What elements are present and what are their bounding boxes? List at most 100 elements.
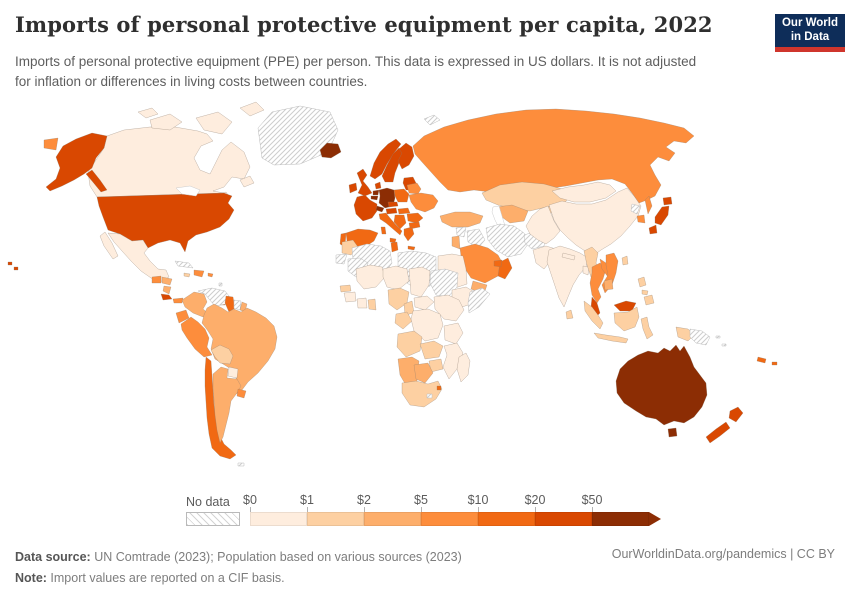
country-uruguay[interactable] (236, 388, 247, 399)
country-united-arab-emirates[interactable] (493, 259, 503, 268)
country-nepal[interactable] (561, 252, 576, 261)
country-india[interactable] (546, 245, 589, 308)
country-puerto-rico[interactable] (207, 272, 214, 278)
country-turkey[interactable] (439, 211, 484, 228)
country-kenya[interactable] (433, 294, 465, 322)
country-democratic-republic-of-congo[interactable] (410, 308, 444, 342)
country-falkland-islands[interactable] (237, 462, 245, 467)
legend-bin-20-50[interactable] (535, 512, 592, 526)
footer-credit-link[interactable]: OurWorldinData.org/pandemics | CC BY (611, 547, 835, 561)
country-eswatini[interactable] (436, 385, 442, 391)
country-western-balkans[interactable] (393, 214, 407, 230)
country-canada[interactable] (87, 126, 251, 198)
country-japan-honshu[interactable] (654, 205, 670, 226)
country-russia[interactable] (412, 108, 695, 204)
country-guatemala[interactable] (151, 275, 162, 284)
country-canada-island[interactable] (195, 111, 233, 135)
country-guinea[interactable] (343, 291, 357, 303)
country-canada-island[interactable] (149, 113, 183, 131)
legend-bin-50+[interactable] (592, 512, 649, 526)
country-france[interactable] (353, 194, 378, 222)
country-tunisia[interactable] (390, 241, 399, 253)
country-iran[interactable] (485, 223, 529, 258)
country-solomon-islands[interactable] (721, 343, 727, 347)
country-netherlands[interactable] (372, 189, 380, 196)
country-botswana[interactable] (413, 362, 434, 384)
legend-bin-1-2[interactable] (307, 512, 364, 526)
country-greece[interactable] (403, 226, 415, 242)
country-philippines-luzon[interactable] (637, 276, 647, 288)
country-bolivia[interactable] (210, 344, 234, 365)
country-norway[interactable] (369, 138, 402, 180)
country-solomon-islands[interactable] (715, 335, 721, 339)
country-lesotho[interactable] (426, 393, 433, 399)
country-svalbard[interactable] (423, 114, 441, 126)
country-central-african-republic[interactable] (413, 295, 435, 311)
country-lesser-antilles[interactable] (218, 282, 223, 287)
country-russia-chukotka[interactable] (43, 137, 59, 151)
country-indonesia-java[interactable] (593, 332, 629, 344)
country-united-states[interactable] (96, 192, 235, 253)
legend-bin-2-5[interactable] (364, 512, 421, 526)
country-china-west[interactable] (525, 205, 561, 245)
country-malaysia-borneo[interactable] (613, 300, 637, 312)
country-greece-crete[interactable] (407, 245, 416, 251)
country-fiji[interactable] (771, 361, 778, 366)
country-south-korea[interactable] (636, 214, 646, 224)
country-united-states-alaska-panhandle[interactable] (85, 169, 108, 193)
country-mali[interactable] (355, 264, 386, 290)
country-mongolia[interactable] (551, 181, 617, 203)
country-canada-island[interactable] (137, 107, 159, 119)
country-chad[interactable] (408, 266, 431, 298)
country-congo[interactable] (394, 311, 413, 330)
country-madagascar[interactable] (456, 352, 471, 383)
legend-bin-5-10[interactable] (421, 512, 478, 526)
country-new-zealand-north[interactable] (728, 406, 744, 423)
legend-bin-10-20[interactable] (478, 512, 535, 526)
country-switzerland[interactable] (375, 205, 385, 213)
country-tanzania[interactable] (443, 322, 464, 345)
country-jordan[interactable] (451, 235, 461, 250)
country-papua-new-guinea[interactable] (689, 328, 711, 346)
country-denmark[interactable] (374, 181, 382, 190)
country-ghana[interactable] (367, 298, 377, 311)
country-costa-rica[interactable] (160, 293, 173, 301)
country-ecuador[interactable] (175, 309, 190, 324)
country-south-africa[interactable] (401, 380, 443, 408)
country-united-states-hawaii[interactable] (7, 261, 13, 266)
country-jamaica[interactable] (183, 272, 191, 278)
country-bangladesh[interactable] (582, 265, 590, 276)
country-canada-island[interactable] (239, 101, 265, 117)
country-new-zealand-south[interactable] (705, 421, 731, 444)
country-suriname[interactable] (233, 299, 242, 311)
country-indonesia-sulawesi[interactable] (640, 316, 654, 340)
country-nicaragua[interactable] (162, 285, 172, 295)
country-panama[interactable] (172, 297, 184, 304)
country-paraguay[interactable] (227, 366, 239, 379)
country-japan-kyushu[interactable] (648, 224, 658, 235)
country-belarus[interactable] (406, 182, 422, 195)
country-iraq[interactable] (466, 228, 486, 249)
country-australia-tasmania[interactable] (667, 427, 678, 438)
country-united-kingdom[interactable] (356, 168, 373, 197)
country-china[interactable] (548, 187, 642, 257)
country-dominican-republic[interactable] (193, 269, 205, 278)
country-brazil[interactable] (201, 303, 278, 395)
country-sri-lanka[interactable] (565, 309, 574, 320)
country-belgium[interactable] (370, 195, 379, 201)
country-finland[interactable] (397, 142, 415, 170)
country-mexico[interactable] (107, 232, 170, 283)
country-senegal[interactable] (339, 284, 352, 293)
country-taiwan[interactable] (621, 255, 629, 266)
country-ukraine[interactable] (408, 192, 439, 213)
country-western-sahara[interactable] (335, 253, 348, 265)
legend-bin-0-1[interactable] (250, 512, 307, 526)
country-cambodia[interactable] (603, 278, 614, 291)
country-new-caledonia[interactable] (756, 356, 767, 364)
country-russia-sakhalin[interactable] (644, 195, 653, 215)
country-angola[interactable] (396, 330, 423, 358)
country-canada-newfoundland[interactable] (239, 175, 255, 188)
country-cuba[interactable] (174, 260, 194, 269)
country-honduras[interactable] (161, 276, 173, 286)
country-north-korea[interactable] (630, 203, 641, 215)
